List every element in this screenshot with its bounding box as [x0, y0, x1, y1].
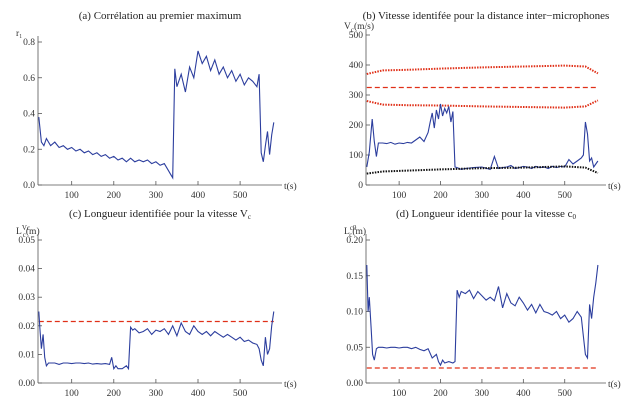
- x-tick-label: 400: [516, 191, 531, 201]
- y-axis-label: r₁: [16, 29, 22, 39]
- y-tick-label: 0.20: [346, 236, 363, 246]
- x-tick-label: 400: [516, 389, 531, 399]
- y-tick-label: 0.05: [346, 343, 363, 353]
- y-tick-label: 0.6: [23, 74, 35, 84]
- y-tick-label: 300: [349, 91, 364, 101]
- y-axis-label: LVc c(m): [16, 224, 40, 239]
- y-tick-label: 0: [358, 181, 363, 191]
- y-tick-label: 0.05: [18, 236, 35, 246]
- y-tick-label: 0.01: [18, 350, 35, 360]
- x-axis-label: t(s): [608, 379, 621, 390]
- x-tick-label: 200: [107, 191, 122, 201]
- x-tick-label: 300: [149, 389, 164, 399]
- x-tick-label: 300: [475, 191, 490, 201]
- x-tick-label: 500: [233, 191, 248, 201]
- x-tick-label: 100: [392, 191, 407, 201]
- y-tick-label: 200: [349, 121, 364, 131]
- chart-title: (a) Corrélation au premier maximum: [79, 10, 242, 22]
- x-tick-label: 500: [558, 191, 573, 201]
- y-tick-label: 0.10: [346, 308, 363, 318]
- series-line-1: [366, 64, 599, 75]
- y-tick-label: 100: [349, 151, 364, 161]
- x-tick-label: 500: [558, 389, 573, 399]
- series-line-2: [38, 311, 275, 371]
- y-tick-label: 0.03: [18, 293, 35, 303]
- x-tick-label: 300: [475, 389, 490, 399]
- chart-panel-1: (a) Corrélation au premier maximum 0.0 0.2…: [16, 10, 297, 201]
- chart-title: (c) Longueur identifiée pour la vitesse …: [69, 208, 251, 221]
- chart-panel-2: (b) Vitesse identifée pour la distance i…: [344, 10, 621, 201]
- x-tick-label: 200: [107, 389, 122, 399]
- x-tick-label: 200: [433, 191, 448, 201]
- y-tick-label: 0.4: [23, 110, 35, 120]
- x-tick-label: 100: [65, 191, 80, 201]
- chart-panel-4: (d) Longueur identifiée pour la vitesse …: [344, 208, 621, 399]
- x-tick-label: 400: [191, 389, 206, 399]
- y-tick-label: 0.2: [23, 145, 35, 155]
- y-tick-label: 0.04: [18, 265, 35, 275]
- x-tick-label: 200: [433, 389, 448, 399]
- y-tick-label: 0.00: [346, 379, 363, 389]
- x-tick-label: 100: [65, 389, 80, 399]
- chart-panel-3: (c) Longueur identifiée pour la vitesse …: [16, 208, 297, 399]
- y-tick-label: 0.00: [18, 379, 35, 389]
- series-line-4: [366, 103, 599, 171]
- y-tick-label: 500: [349, 31, 364, 41]
- y-tick-label: 0.8: [23, 38, 35, 48]
- y-tick-label: 0.0: [23, 181, 35, 191]
- chart-title: (b) Vitesse identifée pour la distance i…: [363, 10, 610, 22]
- y-tick-label: 0.15: [346, 272, 363, 282]
- y-tick-label: 400: [349, 61, 364, 71]
- y-axis-label: Lc0 c(m): [344, 224, 366, 239]
- series-line-5: [366, 165, 599, 175]
- chart-title: (d) Longueur identifiée pour la vitesse …: [396, 208, 577, 221]
- series-line-1: [38, 50, 275, 180]
- series-line-3: [366, 99, 599, 109]
- series-line-2: [366, 264, 599, 367]
- y-tick-label: 0.02: [18, 322, 35, 332]
- x-tick-label: 400: [191, 191, 206, 201]
- x-tick-label: 100: [392, 389, 407, 399]
- x-axis-label: t(s): [608, 181, 621, 192]
- x-tick-label: 500: [233, 389, 248, 399]
- x-axis-label: t(s): [284, 181, 297, 192]
- x-tick-label: 300: [149, 191, 164, 201]
- x-axis-label: t(s): [284, 379, 297, 390]
